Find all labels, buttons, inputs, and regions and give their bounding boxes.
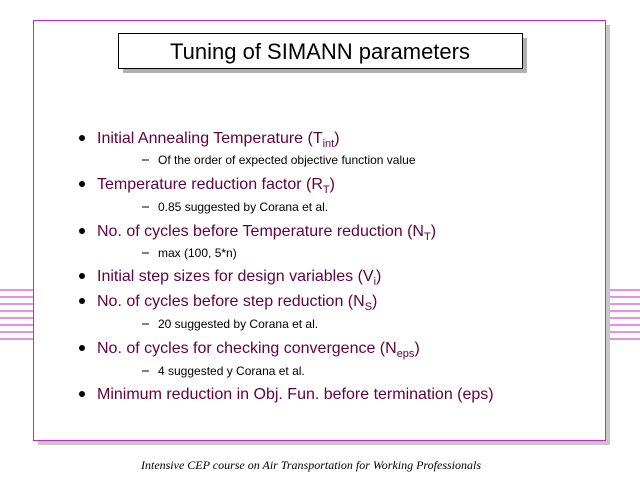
footer: Intensive CEP course on Air Transportati…: [140, 458, 481, 472]
bullet-text: Initial Annealing Temperature (Tint): [97, 130, 340, 150]
bullet-text: Initial step sizes for design variables …: [97, 268, 381, 288]
bullet-tail: ): [376, 268, 381, 285]
sub-bullet-text: Of the order of expected objective funct…: [158, 153, 416, 167]
bullet-main: Initial Annealing Temperature (T: [97, 130, 323, 147]
bullet-subscript: int: [323, 138, 335, 150]
bullet-subscript: S: [365, 301, 372, 313]
bullet-dot: [79, 181, 85, 187]
bullet-dot: [79, 345, 85, 351]
title-box: [118, 33, 523, 69]
bullet-subscript: T: [424, 231, 431, 243]
bullet-main: Initial step sizes for design variables …: [97, 268, 374, 285]
bullet-text: Temperature reduction factor (RT): [97, 176, 335, 196]
bullet-tail: ): [431, 223, 436, 240]
bullet-subscript: i: [374, 276, 376, 288]
bullet-main: No. of cycles before Temperature reducti…: [97, 223, 424, 240]
bullet-subscript: T: [323, 184, 330, 196]
decoration: [0, 289, 640, 340]
bullet-subscript: eps: [397, 348, 415, 360]
bullet-tail: ): [330, 176, 335, 193]
frame: [33, 20, 606, 441]
sub-bullet-text: 20 suggested by Corana et al.: [158, 317, 318, 331]
bullet-text: Minimum reduction in Obj. Fun. before te…: [97, 386, 494, 403]
bullet-dot: [79, 391, 85, 397]
sub-bullet-text: 4 suggested y Corana et al.: [158, 364, 305, 378]
sub-bullet-text: max (100, 5*n): [158, 246, 237, 260]
bullet-text: No. of cycles before step reduction (NS): [97, 293, 377, 313]
bullet-main: No. of cycles for checking convergence (…: [97, 340, 397, 357]
bullet-tail: ): [372, 293, 377, 310]
bullet-tail: ): [414, 340, 419, 357]
bullet-main: No. of cycles before step reduction (N: [97, 293, 365, 310]
bullet-main: Minimum reduction in Obj. Fun. before te…: [97, 386, 494, 403]
bullet-tail: ): [334, 130, 339, 147]
bullet-text: No. of cycles for checking convergence (…: [97, 340, 420, 360]
sub-bullet-text: 0.85 suggested by Corana et al.: [158, 200, 328, 214]
bullet-list: Initial Annealing Temperature (Tint) Of t…: [79, 130, 494, 403]
title: Tuning of SIMANN parameters: [170, 39, 470, 64]
bullet-text: No. of cycles before Temperature reducti…: [97, 223, 436, 243]
bullet-dot: [79, 298, 85, 304]
bullet-dot: [79, 273, 85, 279]
bullet-dot: [79, 135, 85, 141]
bullet-main: Temperature reduction factor (R: [97, 176, 323, 193]
bullet-dot: [79, 228, 85, 234]
